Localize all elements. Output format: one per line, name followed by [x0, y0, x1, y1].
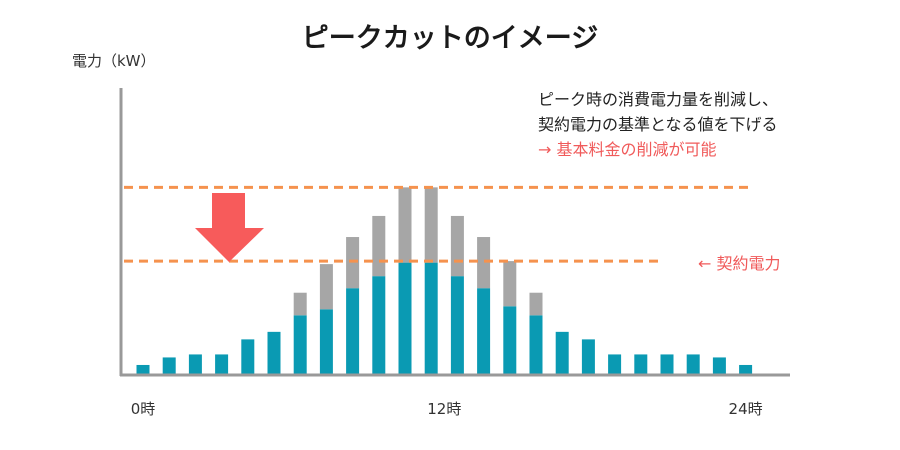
- bar-base-1: [162, 357, 176, 374]
- bar-base-17: [581, 339, 595, 374]
- bar-base-10: [398, 262, 412, 374]
- bar-base-8: [346, 288, 360, 374]
- note-line-2: 契約電力の基準となる値を下げる: [538, 115, 778, 134]
- x-tick-label-1: 12時: [427, 400, 462, 418]
- bar-base-21: [686, 354, 700, 374]
- bar-peak-6: [293, 292, 307, 316]
- bar-peak-13: [477, 237, 491, 289]
- bar-base-16: [555, 331, 569, 374]
- bar-peak-11: [424, 187, 438, 263]
- bar-base-14: [503, 306, 517, 374]
- explanation-note: ピーク時の消費電力量を削減し、 契約電力の基準となる値を下げる → 基本料金の削…: [538, 87, 778, 162]
- note-line-3: → 基本料金の削減が可能: [538, 140, 717, 159]
- x-tick-label-0: 0時: [130, 400, 156, 418]
- bar-base-4: [241, 339, 255, 374]
- bar-peak-10: [398, 187, 412, 263]
- bar-base-0: [136, 364, 150, 374]
- bar-peak-8: [346, 237, 360, 289]
- reduction-arrow-icon: [195, 193, 264, 262]
- bar-peak-15: [529, 292, 543, 316]
- bar-base-11: [424, 262, 438, 374]
- bar-base-12: [450, 276, 464, 374]
- bar-base-3: [215, 354, 229, 374]
- bar-base-22: [712, 357, 726, 374]
- bar-base-9: [372, 276, 386, 374]
- bar-base-7: [319, 309, 333, 374]
- bar-base-15: [529, 315, 543, 374]
- bar-peak-14: [503, 261, 517, 307]
- bar-base-18: [608, 354, 622, 374]
- bar-base-19: [634, 354, 648, 374]
- x-tick-label-2: 24時: [728, 400, 763, 418]
- bar-base-23: [739, 364, 753, 374]
- bar-peak-9: [372, 215, 386, 277]
- chart-title: ピークカットのイメージ: [301, 23, 599, 54]
- bar-peak-7: [319, 264, 333, 310]
- bar-base-13: [477, 288, 491, 374]
- bars-group: [136, 187, 753, 374]
- bar-base-5: [267, 331, 281, 374]
- bar-peak-12: [450, 215, 464, 277]
- y-axis-label: 電力（kW）: [72, 52, 156, 70]
- bar-base-2: [188, 354, 202, 374]
- bar-base-6: [293, 315, 307, 374]
- contract-power-label: ← 契約電力: [698, 254, 781, 273]
- note-line-1: ピーク時の消費電力量を削減し、: [538, 90, 779, 109]
- bar-base-20: [660, 354, 674, 374]
